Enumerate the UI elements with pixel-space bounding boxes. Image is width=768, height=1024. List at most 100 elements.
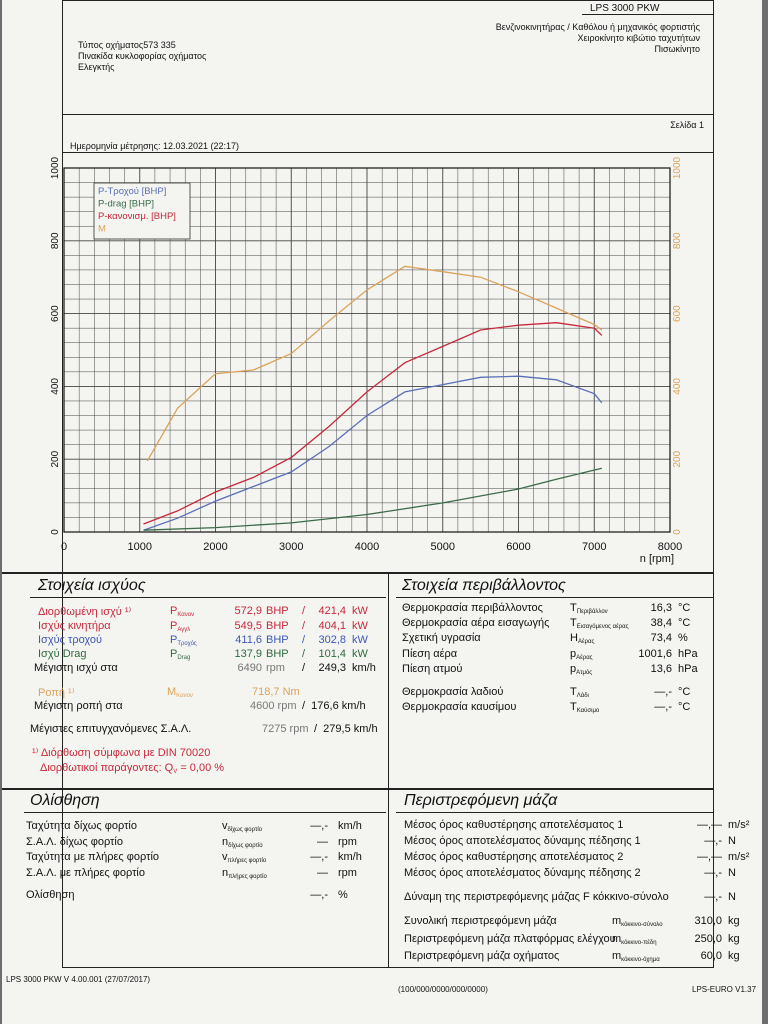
y-tick-label-left: 400	[50, 378, 61, 395]
power-row-value2: 101,4	[318, 648, 346, 660]
env-row-label: Πίεση αέρα	[402, 648, 458, 660]
series-line-0	[143, 375, 603, 531]
torque-unit: Nm	[282, 686, 300, 698]
legend-box	[93, 182, 191, 240]
power-row-label: Ισχύς κινητήρα	[38, 620, 111, 632]
x-tick-label: 5000	[431, 541, 455, 553]
x-tick-label: 6000	[506, 541, 530, 553]
max-torque-speed: / 176,6 km/h	[302, 700, 366, 712]
mass-row-value: 60,0	[700, 950, 722, 962]
power-row-slash: /	[302, 605, 306, 617]
slip-row-symbol: nπλήρες φορτίο	[222, 867, 267, 880]
power-row-slash: /	[302, 620, 306, 632]
slip-row-symbol: vπλήρες φορτίο	[222, 851, 266, 864]
torque-num: 718,7	[252, 686, 280, 698]
mass-row-unit: kg	[728, 915, 740, 927]
power-row-sub: Κανον	[177, 612, 195, 618]
brand-label: LPS 3000 PKW	[590, 3, 660, 14]
env-title-line	[396, 597, 714, 598]
x-tick-label: 4000	[355, 541, 379, 553]
power-row-value1: 549,5	[234, 620, 262, 632]
env-row-symbol: HΑέρας	[570, 632, 594, 645]
env-row-sub: Περιβάλλον	[576, 609, 608, 615]
power-title-line	[30, 597, 386, 598]
power-row-unit1: BHP	[266, 620, 289, 632]
y-tick-label-right: 0	[672, 529, 683, 535]
slip-row-sym: v	[222, 851, 228, 863]
vehicle-type: Τύπος οχήματος573 335	[78, 40, 176, 50]
env-row-unit: °C	[678, 617, 691, 629]
y-tick-label-right: 200	[672, 450, 683, 467]
mass-row-label: Μέσος όρος καθυστέρησης αποτελέσματος 1	[404, 819, 624, 831]
mass-title-line	[396, 812, 714, 813]
power-row-unit2: kW	[352, 620, 368, 632]
mass-row-sub: κόκκινο-όχημα	[621, 957, 660, 963]
env-row-value: —,-	[654, 701, 672, 713]
mass-row-label: Δύναμη της περιστρεφόμενης μάζας F κόκκι…	[404, 891, 669, 903]
env-row-label: Θερμοκρασία περιβάλλοντος	[402, 602, 543, 614]
mass-row-label: Μέσος όρος αποτελέσματος δύναμης πέδησης…	[404, 835, 641, 847]
plate-label: Πινακίδα κυκλοφορίας οχήματος	[78, 51, 207, 61]
env-row-sym: H	[570, 632, 578, 644]
mass-row-symbol: mκόκκινο-σύνολο	[612, 915, 663, 928]
env-row-label: Πίεση ατμού	[402, 663, 463, 675]
x-tick-label: 7000	[582, 541, 606, 553]
x-tick-label: 2000	[203, 541, 227, 553]
slip-row-unit: rpm	[338, 836, 357, 848]
mass-row-value: —,—	[696, 819, 722, 831]
torque-sym: M	[167, 686, 177, 698]
power-row-sub: Τροχός	[177, 641, 197, 647]
mid-divider	[2, 788, 714, 790]
mass-row-label: Μέσος όρος αποτελέσματος δύναμης πέδησης…	[404, 867, 641, 879]
power-row-sym: P	[170, 620, 178, 632]
factor-sub: V	[173, 769, 178, 775]
slip-row-sub: πλήρες φορτίο	[228, 874, 267, 880]
max-rpm-speed: / 279,5 km/h	[314, 723, 378, 735]
mass-row-value: 310,0	[694, 915, 722, 927]
power-row-symbol: PDrag	[170, 648, 190, 661]
max-torque-speed-unit: km/h	[341, 700, 366, 712]
mass-row-value: —,-	[704, 891, 722, 903]
power-row-label: Ισχύς τροχού	[38, 634, 103, 646]
slip-row-value: —,-	[310, 820, 328, 832]
slip-row-sym: n	[222, 867, 229, 879]
fuel-line: Βενζινοκινητήρας / Καθόλου ή μηχανικός φ…	[495, 22, 700, 32]
slip-row-label: Ολίσθηση	[26, 889, 75, 901]
slip-title: Ολίσθηση	[30, 792, 100, 809]
env-row-unit: hPa	[678, 663, 698, 675]
mass-row-value: —,—	[696, 851, 722, 863]
mass-row-value: —,-	[704, 867, 722, 879]
brand-underline	[582, 14, 714, 15]
power-row-unit1: BHP	[266, 634, 289, 646]
power-row-unit1: rpm	[266, 662, 285, 674]
mass-row-sub: κόκκινο-σύνολο	[621, 922, 663, 928]
env-row-unit: hPa	[678, 648, 698, 660]
mass-row-unit: kg	[728, 950, 740, 962]
env-row-unit: %	[678, 632, 688, 644]
drive-line: Πισωκίνητο	[654, 44, 700, 54]
footer-code: (100/000/0000/000/0000)	[398, 985, 488, 994]
y-tick-label-left: 1000	[50, 156, 61, 179]
max-torque-rpm: 4600 rpm	[250, 700, 297, 712]
slip-row-unit: km/h	[338, 851, 362, 863]
legend-entry: P-κανονισμ. [BHP]	[98, 211, 176, 222]
torque-sub: Κανον	[176, 693, 193, 699]
mass-row-symbol: mκόκκινο-πέδη	[612, 933, 657, 946]
slip-row-sub: πλήρες φορτίο	[227, 858, 267, 864]
page-number: Σελίδα 1	[670, 120, 704, 130]
slip-row-unit: km/h	[338, 820, 362, 832]
env-row-sub: Καύσιμο	[576, 708, 600, 714]
env-row-sym: p	[570, 663, 577, 675]
mass-row-unit: N	[728, 835, 736, 847]
mass-row-unit: m/s²	[728, 819, 750, 831]
y-tick-label-right: 600	[672, 305, 683, 322]
power-row-label: Διορθωμένη ισχύ ¹⁾	[38, 606, 132, 618]
slip-title-line	[24, 812, 386, 813]
mass-row-value: 250,0	[694, 933, 722, 945]
max-rpm-value: 7275	[262, 723, 287, 735]
x-tick-label: 3000	[279, 541, 303, 553]
power-row-unit2: km/h	[352, 662, 376, 674]
mass-row-sym: m	[612, 933, 622, 945]
env-row-symbol: TΚαύσιμο	[570, 701, 599, 714]
power-row-sym: P	[170, 648, 178, 660]
